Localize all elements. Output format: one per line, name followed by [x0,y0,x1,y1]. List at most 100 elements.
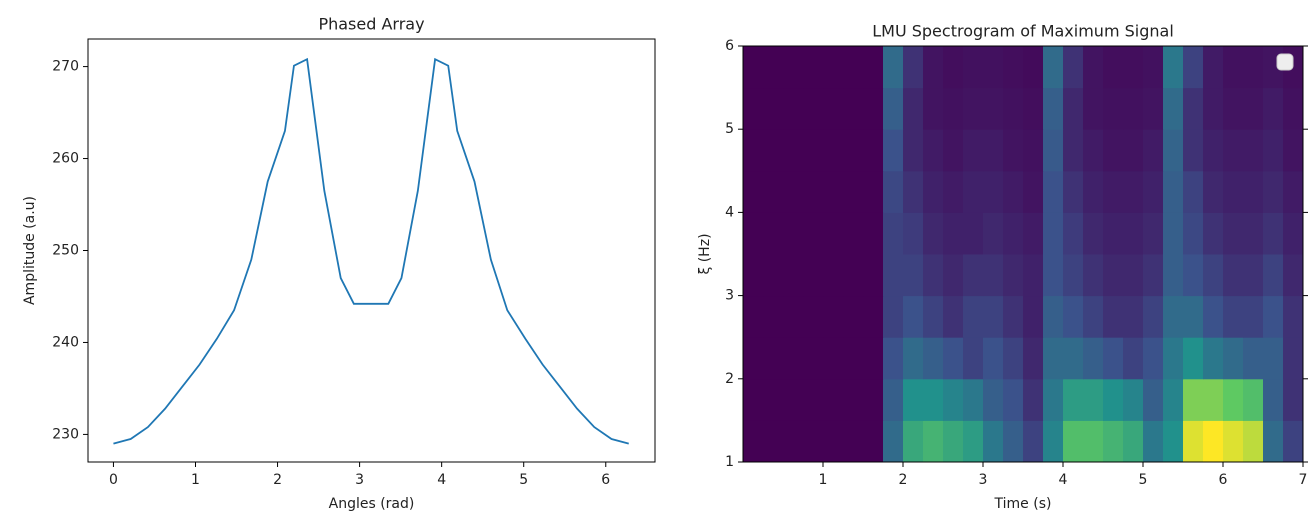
heatmap-cell [1103,212,1124,255]
heatmap-cell [743,129,764,172]
heatmap-cell [803,295,824,338]
heatmap-cell [743,337,764,380]
heatmap-cell [1223,212,1244,255]
heatmap-cell [823,378,844,421]
heatmap-cell [1183,378,1204,421]
heatmap-cell [1283,420,1304,463]
heatmap-cell [783,378,804,421]
heatmap-cell [1203,254,1224,297]
heatmap-cell [783,170,804,213]
heatmap-cell [1223,46,1244,89]
heatmap-cell [923,254,944,297]
heatmap-cell [823,129,844,172]
heatmap-cell [1003,337,1024,380]
heatmap-cell [1183,420,1204,463]
heatmap-cell [1183,129,1204,172]
heatmap-cell [1123,295,1144,338]
heatmap-cell [1243,337,1264,380]
heatmap-cell [1263,337,1284,380]
heatmap-cell [1003,170,1024,213]
heatmap-cell [863,420,884,463]
heatmap-cell [1123,337,1144,380]
heatmap-cell [783,212,804,255]
x-axis-label: Time (s) [994,496,1052,512]
heatmap-cell [1043,295,1064,338]
heatmap-cell [863,170,884,213]
y-tick-label: 4 [725,204,734,220]
heatmap-cell [1003,254,1024,297]
heatmap-cell [843,337,864,380]
heatmap-cell [943,337,964,380]
heatmap-cell [743,212,764,255]
heatmap-cell [883,420,904,463]
heatmap-cell [1183,46,1204,89]
heatmap-cell [863,129,884,172]
heatmap-cell [903,378,924,421]
heatmap-cell [1283,129,1304,172]
heatmap-cell [903,420,924,463]
x-tick-label: 5 [1139,472,1148,488]
heatmap-cell [863,337,884,380]
heatmap-cell [1083,378,1104,421]
heatmap-cell [803,129,824,172]
heatmap-cell [1243,378,1264,421]
heatmap-cell [803,87,824,130]
heatmap-cell [1243,295,1264,338]
heatmap-cell [1063,46,1084,89]
heatmap-cell [763,170,784,213]
heatmap-cell [883,378,904,421]
y-tick-label: 240 [52,334,79,350]
heatmap-cell [1243,129,1264,172]
y-tick-label: 250 [52,243,79,259]
heatmap-cell [1003,420,1024,463]
heatmap-cell [1023,46,1044,89]
heatmap-cell [1123,212,1144,255]
heatmap-cell [1203,129,1224,172]
heatmap-cell [1163,170,1184,213]
heatmap-cell [1223,337,1244,380]
heatmap-cell [923,129,944,172]
heatmap-cell [1263,87,1284,130]
heatmap-cell [943,87,964,130]
heatmap-cell [1283,337,1304,380]
heatmap-cell [763,420,784,463]
heatmap-cell [1003,295,1024,338]
heatmap-cell [1203,46,1224,89]
heatmap-cell [963,337,984,380]
y-tick-label: 6 [725,38,734,54]
heatmap-cell [943,46,964,89]
heatmap-cell [1103,87,1124,130]
heatmap-cell [1263,129,1284,172]
heatmap-cell [1083,254,1104,297]
heatmap-cell [883,212,904,255]
heatmap-cell [943,295,964,338]
heatmap-cell [983,295,1004,338]
heatmap-cell [1283,87,1304,130]
heatmap-cell [1163,337,1184,380]
heatmap-cell [943,420,964,463]
heatmap-cell [803,254,824,297]
heatmap-cell [1203,420,1224,463]
heatmap-cell [883,295,904,338]
heatmap-cell [1223,87,1244,130]
heatmap-cell [1223,420,1244,463]
y-tick-label: 270 [52,59,79,75]
heatmap-cell [1023,254,1044,297]
x-tick-label: 2 [273,472,282,488]
data-line [113,57,629,445]
heatmap-cell [903,129,924,172]
heatmap-cell [963,170,984,213]
heatmap-cell [983,254,1004,297]
heatmap-cell [983,129,1004,172]
heatmap-cell [1183,87,1204,130]
heatmap-cell [763,337,784,380]
heatmap-cell [1143,129,1164,172]
empty-legend [1276,53,1294,71]
heatmap-cell [763,46,784,89]
heatmap-cell [943,129,964,172]
heatmap-cell [863,254,884,297]
heatmap-cell [983,170,1004,213]
heatmap-cell [1103,254,1124,297]
heatmap-cell [823,170,844,213]
y-tick-label: 260 [52,151,79,167]
